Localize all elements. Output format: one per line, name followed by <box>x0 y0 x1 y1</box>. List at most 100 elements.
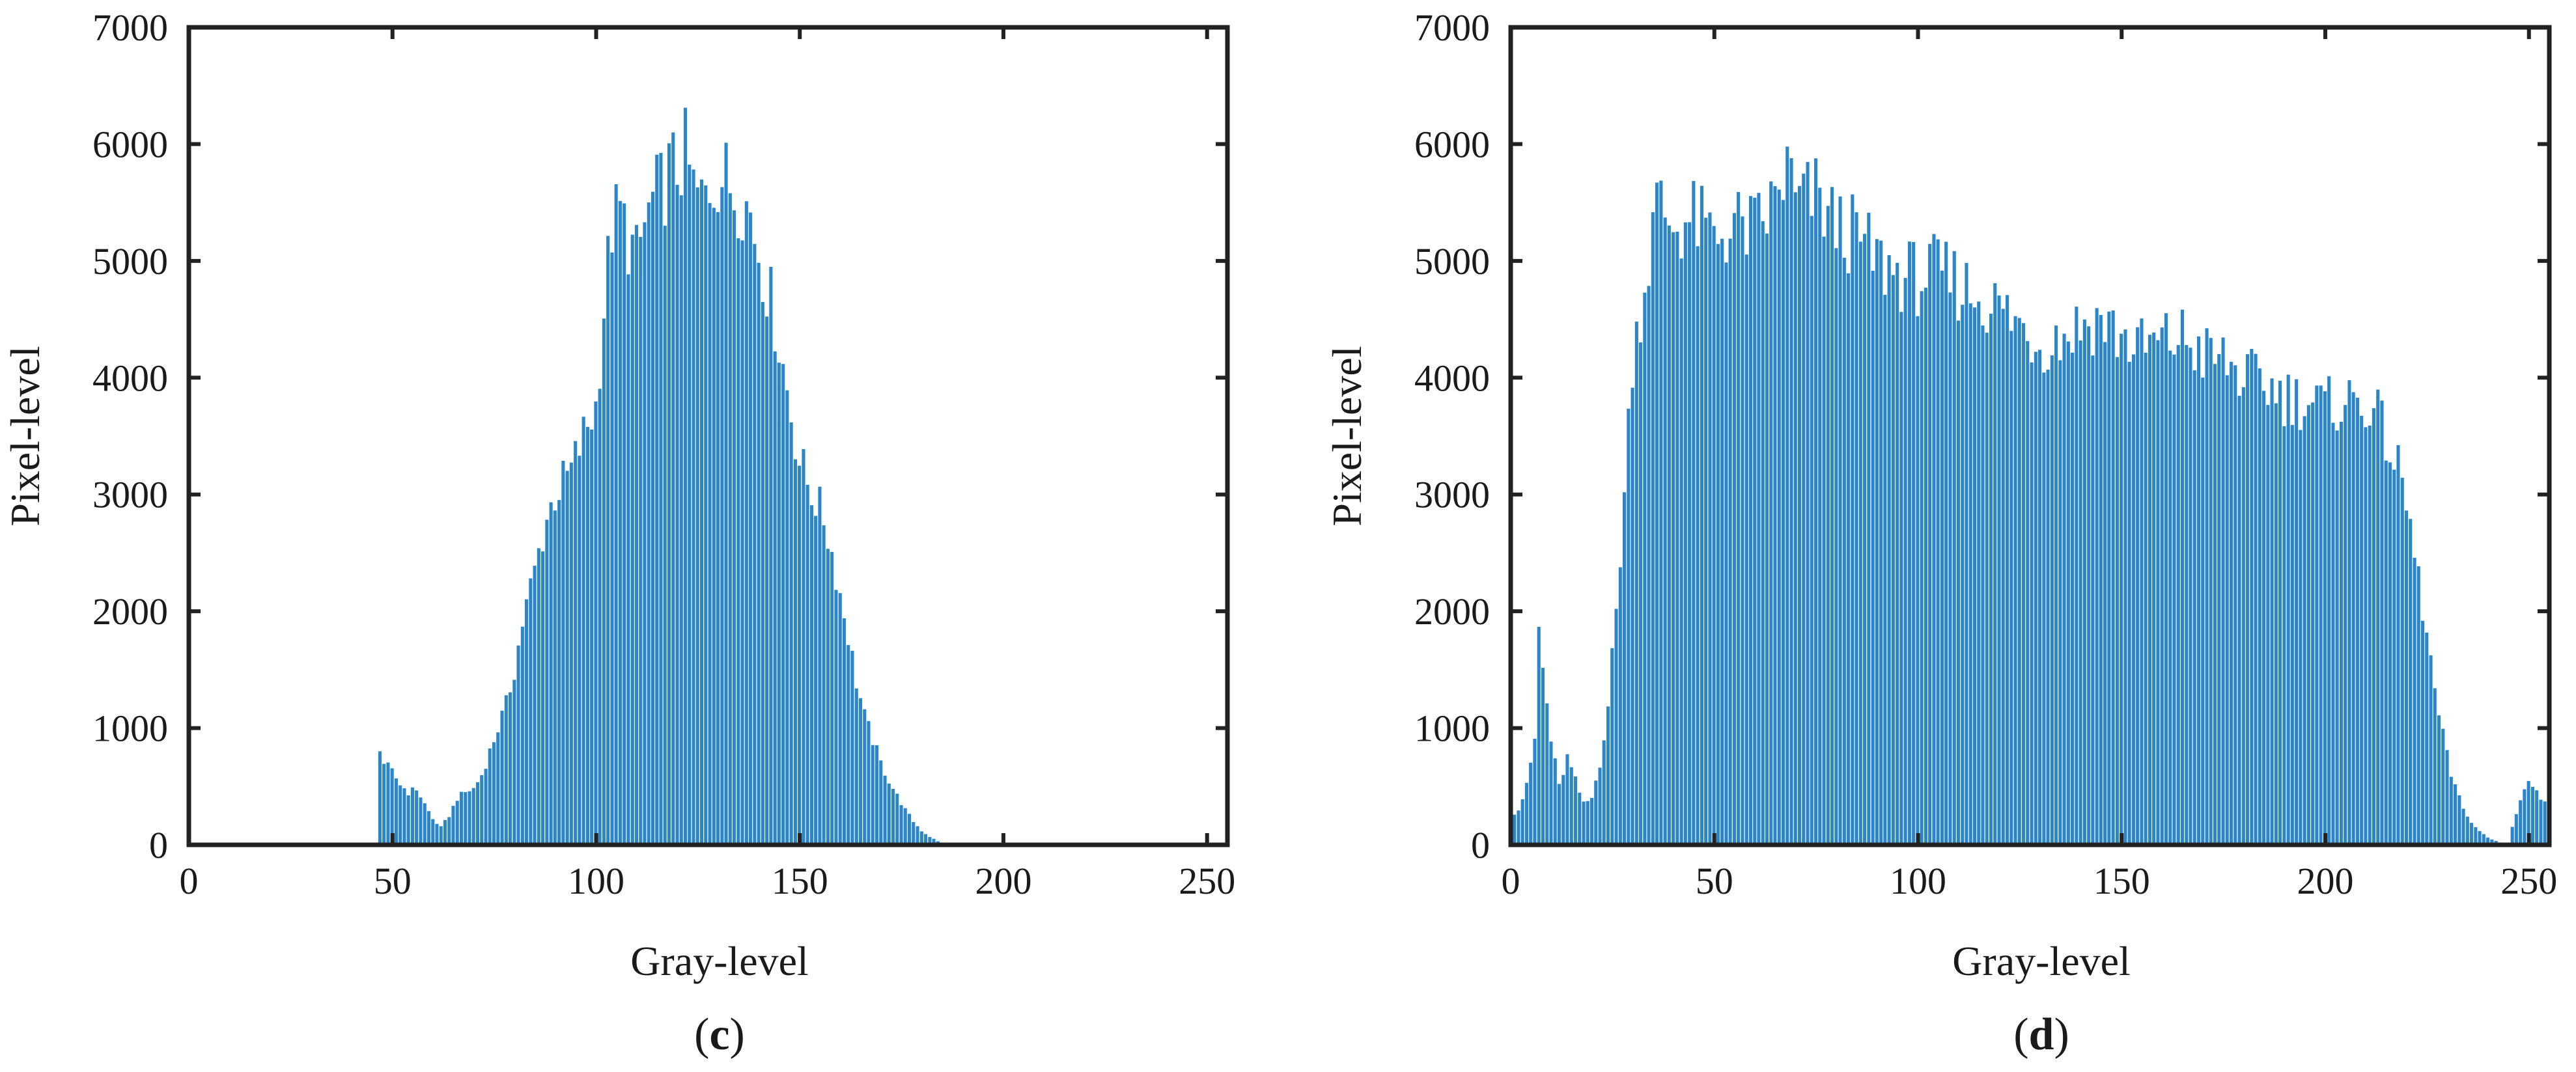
histogram-bar <box>704 185 708 845</box>
histogram-bar <box>2327 376 2331 845</box>
histogram-bar <box>1524 782 1528 845</box>
histogram-bar <box>1659 180 1663 845</box>
histogram-bar <box>2250 349 2254 845</box>
histogram-bar <box>854 688 858 845</box>
histogram-bar <box>525 599 529 845</box>
histogram-bar <box>2421 620 2425 845</box>
histogram-bar <box>1672 232 1675 845</box>
x-tick-label: 200 <box>2297 860 2353 902</box>
histogram-bar <box>2213 364 2217 845</box>
histogram-bar <box>1863 234 1867 845</box>
histogram-bar <box>1692 181 1696 845</box>
histogram-bar <box>533 566 537 845</box>
histogram-bar <box>2120 333 2123 845</box>
histogram-bar <box>2258 368 2261 845</box>
histogram-bar <box>2066 341 2070 845</box>
histogram-bar <box>1773 186 1777 845</box>
histogram-bar <box>2368 425 2372 845</box>
histogram-bar <box>623 203 626 845</box>
y-tick-label: 7000 <box>92 7 168 49</box>
histogram-bar <box>1883 294 1887 845</box>
histogram-bar <box>692 169 695 845</box>
histogram-bar <box>1916 316 1920 845</box>
histogram-bar <box>867 721 871 845</box>
histogram-bar <box>1520 799 1524 845</box>
histogram-bar <box>2042 372 2046 845</box>
histogram-bar <box>1545 703 1549 845</box>
histogram-bar <box>1944 241 1948 845</box>
histogram-bar <box>2360 415 2364 845</box>
histogram-bar <box>1940 270 1944 845</box>
histogram-bar <box>908 814 912 845</box>
histogram-bar <box>789 422 793 845</box>
histogram-bar <box>2217 353 2221 845</box>
histogram-bar <box>2230 361 2233 845</box>
y-tick-label: 4000 <box>92 357 168 399</box>
histogram-bar <box>1610 648 1614 845</box>
histogram-bar <box>1765 233 1769 845</box>
histogram-bar <box>618 200 622 845</box>
histogram-bar <box>2274 403 2278 845</box>
histogram-bar <box>2099 314 2103 845</box>
x-tick-label: 50 <box>374 860 412 902</box>
histogram-bar <box>451 806 455 845</box>
histogram-bar <box>1741 216 1744 845</box>
histogram-bar <box>2470 823 2474 845</box>
histogram-bar <box>2429 655 2433 845</box>
histogram-bar <box>2156 340 2160 845</box>
histogram-bar <box>2115 357 2119 845</box>
y-axis-label-d: Pixel-level <box>1324 346 1370 526</box>
histogram-bar <box>516 645 520 845</box>
histogram-bar <box>2315 385 2319 845</box>
histogram-bar <box>1639 342 1643 845</box>
histogram-bar <box>781 364 785 845</box>
histogram-bar <box>720 187 724 845</box>
histogram-bar <box>1761 221 1765 845</box>
histogram-bar <box>480 775 484 845</box>
histogram-bar <box>382 763 386 845</box>
histogram-bar <box>818 486 822 845</box>
histogram-bar <box>675 184 679 845</box>
histogram-bar <box>2148 335 2151 845</box>
histogram-bar <box>2441 728 2445 845</box>
histogram-bar <box>2535 790 2539 845</box>
histogram-bar <box>1842 258 1846 845</box>
histogram-bar <box>1847 273 1851 845</box>
histogram-bar <box>912 822 916 845</box>
histogram-bar <box>2413 557 2416 845</box>
histogram-bar <box>2514 814 2518 845</box>
panel-label-c: (c) <box>694 1010 745 1060</box>
histogram-bar <box>1952 251 1956 845</box>
histogram-bar <box>1989 313 1993 845</box>
histogram-bar <box>1594 780 1598 845</box>
plot-frame-d <box>1508 25 2552 847</box>
x-tick-label: 150 <box>2093 860 2150 902</box>
histogram-bar <box>2075 307 2079 845</box>
histogram-bar <box>512 680 516 845</box>
histogram-bar <box>1896 262 1899 845</box>
histogram-bar <box>602 318 606 845</box>
x-tick-label: 0 <box>180 860 199 902</box>
histogram-bar <box>639 237 643 845</box>
histogram-bar <box>2168 350 2172 845</box>
histogram-bar <box>2201 378 2205 845</box>
histogram-bar <box>2164 313 2168 845</box>
histogram-bar <box>858 698 862 845</box>
histogram-bar <box>850 650 854 845</box>
histogram-bar <box>700 179 704 845</box>
histogram-bar <box>2380 400 2384 845</box>
histogram-bar <box>1712 226 1716 845</box>
histogram-bar <box>1956 320 1960 845</box>
x-tick-label: 0 <box>1502 860 1520 902</box>
histogram-bar <box>1997 295 2001 845</box>
histogram-bar <box>1748 196 1752 845</box>
histogram-bar <box>447 817 451 845</box>
x-axis-label-c: Gray-level <box>630 938 809 984</box>
histogram-bar <box>838 593 842 845</box>
histogram-bar <box>1818 187 1822 845</box>
histogram-bar <box>2364 427 2368 845</box>
histogram-bar <box>863 709 867 845</box>
histogram-bar <box>2266 405 2270 845</box>
histogram-bar <box>2445 750 2449 845</box>
